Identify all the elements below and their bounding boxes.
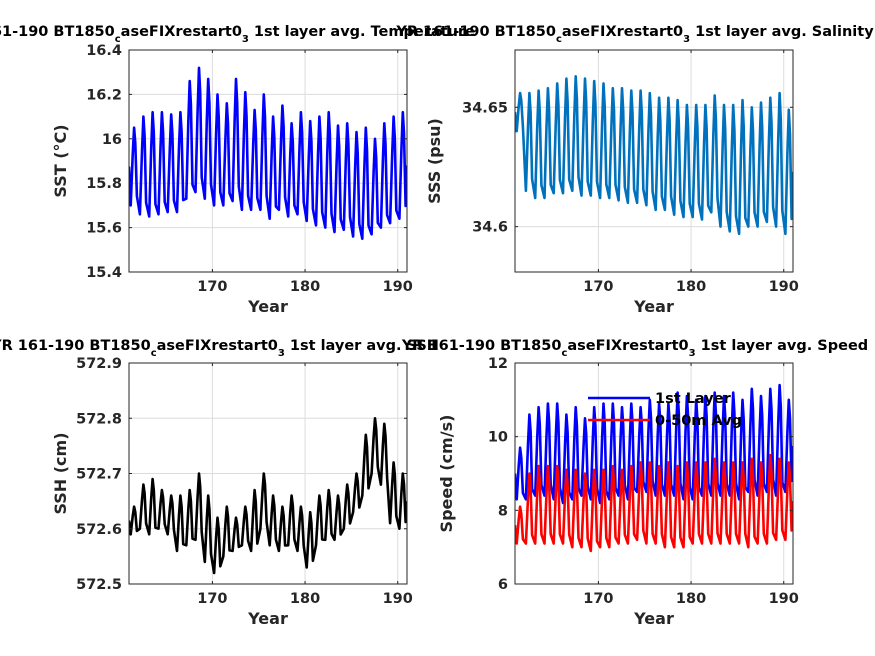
y-tick-label: 15.8	[86, 176, 122, 192]
y-axis-label: SSS (psu)	[425, 118, 444, 204]
x-axis-label: Year	[633, 609, 674, 628]
y-axis-label: Speed (cm/s)	[437, 415, 456, 533]
y-tick-label: 15.6	[86, 221, 122, 237]
x-tick-label: 180	[676, 591, 706, 607]
chart-title: YR 161-190 BT1850caseFIXrestart03 1st la…	[395, 24, 874, 45]
legend: 1st Layer 0-50m Avg	[588, 391, 742, 429]
axes-box	[128, 49, 408, 273]
series-line-0-50m-avg	[515, 453, 793, 553]
y-tick-label: 34.65	[462, 100, 508, 116]
x-axis-label: Year	[633, 297, 674, 316]
series-line-1	[129, 66, 407, 240]
x-tick-label: 170	[583, 591, 613, 607]
y-tick-label: 572.6	[76, 522, 122, 538]
series-line-2	[515, 75, 793, 236]
x-tick-label: 190	[769, 279, 799, 295]
y-tick-label: 572.8	[76, 411, 122, 427]
x-tick-label: 170	[583, 279, 613, 295]
y-tick-label: 572.9	[76, 356, 122, 372]
plot-area	[515, 50, 793, 272]
x-tick-label: 190	[383, 591, 413, 607]
x-tick-label: 180	[676, 279, 706, 295]
plot-area	[515, 363, 793, 584]
x-tick-label: 190	[383, 279, 413, 295]
legend-label: 1st Layer	[655, 391, 732, 407]
chart-title: YR 161-190 BT1850caseFIXrestart03 1st la…	[0, 338, 439, 359]
panel-3: 170 180 190 572.5 572.6 572.7 572.8 572.9 Year SS…	[0, 338, 439, 628]
y-tick-label: 16.4	[86, 43, 122, 59]
legend-label: 0-50m Avg	[655, 413, 742, 429]
panel-1: 170 180 190 15.4 15.6 15.8 16 16.2 16.4 Year SST (…	[0, 24, 475, 316]
y-tick-label: 12	[488, 356, 508, 372]
y-axis-label: SST (°C)	[51, 124, 70, 197]
y-tick-label: 16	[102, 132, 122, 148]
y-axis-label: SSH (cm)	[51, 432, 70, 514]
y-tick-label: 8	[498, 503, 508, 519]
y-tick-label: 15.4	[86, 265, 122, 281]
x-tick-label: 180	[290, 591, 320, 607]
panel-2: 170 180 190 34.6 34.65 Year SSS (psu) YR 161-19…	[395, 24, 874, 316]
y-tick-label: 6	[498, 577, 508, 593]
x-axis-label: Year	[247, 609, 288, 628]
chart-title: YR 161-190 BT1850caseFIXrestart03 1st la…	[401, 338, 868, 359]
series-line-1st-layer	[515, 383, 793, 505]
y-tick-label: 34.6	[472, 220, 508, 236]
y-tick-label: 10	[488, 430, 508, 446]
panel-4: 170 180 190 6 8 10 12 Year Speed (cm/s) YR 161-19…	[401, 338, 868, 628]
axes-box	[514, 49, 794, 273]
chart-title: YR 161-190 BT1850caseFIXrestart03 1st la…	[0, 24, 475, 45]
y-tick-label: 572.7	[76, 467, 122, 483]
x-axis-label: Year	[247, 297, 288, 316]
x-tick-label: 180	[290, 279, 320, 295]
y-tick-label: 572.5	[76, 577, 122, 593]
axes-box	[514, 362, 794, 585]
x-tick-label: 170	[197, 279, 227, 295]
x-tick-label: 170	[197, 591, 227, 607]
y-tick-label: 16.2	[86, 87, 122, 103]
x-tick-label: 190	[769, 591, 799, 607]
series-line-3	[129, 417, 407, 575]
